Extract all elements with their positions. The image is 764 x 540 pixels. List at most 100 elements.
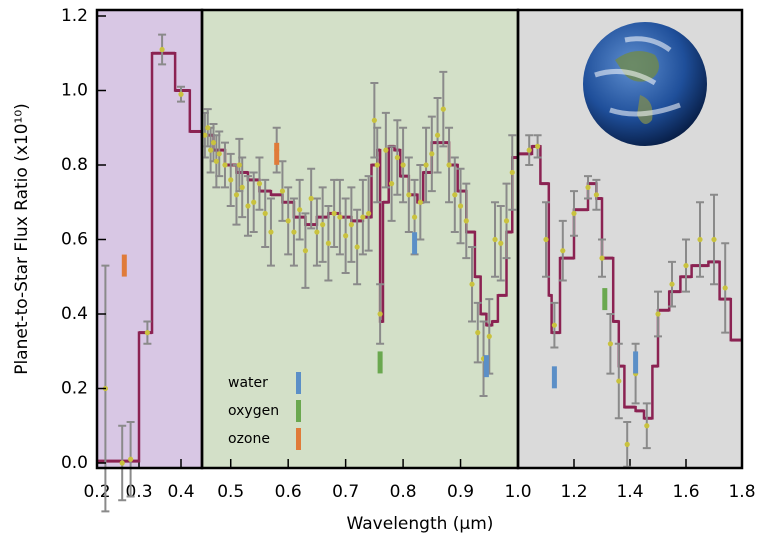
y-tick-label: 1.0: [61, 81, 88, 101]
data-point: [452, 192, 458, 198]
data-point: [337, 214, 343, 220]
y-tick-label: 0.0: [61, 453, 88, 473]
x-tick-label: 0.6: [275, 482, 302, 502]
data-point: [256, 181, 263, 187]
absorption-marker: [633, 351, 639, 374]
x-tick-label: 0.9: [447, 482, 474, 502]
data-point: [383, 147, 389, 153]
data-point: [285, 218, 291, 224]
data-point: [178, 91, 184, 97]
absorption-marker: [551, 366, 557, 389]
data-point: [128, 456, 134, 462]
data-point: [297, 207, 303, 213]
data-point: [308, 195, 314, 202]
data-point: [543, 236, 549, 243]
data-point: [251, 199, 257, 205]
data-point: [526, 147, 532, 153]
data-point: [366, 210, 372, 217]
data-point: [210, 140, 217, 146]
x-tick-label: 0.3: [125, 482, 152, 502]
absorption-marker: [412, 232, 418, 255]
legend-label: ozone: [228, 431, 270, 447]
data-point: [429, 151, 435, 157]
data-point: [208, 147, 214, 153]
x-tick-label: 1.6: [672, 482, 699, 502]
x-axis-label: Wavelength (μm): [347, 514, 494, 534]
data-point: [400, 162, 406, 168]
data-point: [159, 46, 165, 53]
data-point: [213, 158, 219, 164]
absorption-marker: [483, 355, 489, 378]
data-point: [389, 181, 395, 187]
data-point: [239, 184, 245, 190]
data-point: [377, 311, 383, 317]
data-point: [119, 460, 125, 466]
data-point: [593, 192, 600, 198]
data-point: [440, 106, 446, 112]
data-point: [144, 330, 150, 336]
data-point: [354, 244, 360, 250]
panel-background: [202, 10, 518, 468]
data-point: [503, 218, 510, 224]
absorption-marker: [377, 351, 383, 374]
absorption-marker: [602, 288, 608, 311]
x-tick-label: 0.4: [167, 482, 194, 502]
data-point: [411, 214, 418, 220]
data-point: [711, 236, 717, 243]
data-point: [669, 281, 675, 287]
y-tick-label: 0.2: [61, 379, 88, 399]
data-point: [599, 255, 605, 261]
absorption-marker: [274, 142, 280, 165]
legend-swatch: [296, 428, 301, 450]
y-axis-label: Planet-to-Star Flux Ratio (x10¹⁰): [12, 103, 32, 375]
data-point: [560, 248, 566, 254]
x-tick-label: 1.8: [728, 482, 755, 502]
data-point: [406, 192, 412, 198]
data-point: [279, 188, 286, 194]
data-point: [498, 240, 504, 246]
data-point: [585, 184, 591, 190]
data-point: [434, 132, 441, 138]
y-tick-label: 0.4: [61, 304, 88, 324]
legend-label: oxygen: [228, 403, 279, 419]
data-point: [492, 236, 498, 243]
legend-label: water: [228, 375, 268, 391]
data-point: [624, 441, 630, 447]
legend-swatch: [296, 372, 301, 394]
data-point: [360, 214, 366, 220]
data-point: [236, 162, 242, 168]
panel-frame: [516, 8, 744, 470]
data-point: [616, 378, 622, 384]
data-point: [475, 330, 481, 336]
data-point: [417, 199, 423, 205]
data-point: [268, 229, 274, 235]
data-point: [486, 333, 492, 339]
data-point: [371, 117, 377, 123]
data-point: [509, 169, 515, 176]
data-point: [228, 177, 234, 183]
x-tick-label: 0.2: [83, 482, 110, 502]
data-point: [423, 162, 429, 168]
data-point: [245, 203, 251, 209]
data-point: [262, 210, 268, 217]
data-point: [325, 240, 331, 246]
data-point: [607, 341, 614, 347]
earth-image: [583, 22, 707, 146]
data-point: [683, 262, 689, 269]
data-point: [551, 322, 558, 328]
x-tick-label: 0.8: [390, 482, 417, 502]
data-point: [697, 236, 703, 243]
x-tick-label: 0.7: [332, 482, 359, 502]
data-point: [463, 218, 469, 224]
marks: 0.2 0.3 0.4 0.5 0.6 0.7 0.8 0.9 1.0 water oxygen oz…: [61, 6, 756, 513]
data-point: [722, 285, 728, 291]
data-point: [291, 229, 297, 235]
data-point: [320, 222, 326, 228]
y-tick-label: 0.6: [61, 230, 88, 250]
data-point: [374, 162, 380, 168]
x-tick-label: 1.4: [616, 482, 643, 502]
data-point: [216, 151, 222, 157]
data-point: [233, 192, 240, 198]
y-tick-label: 0.8: [61, 155, 88, 175]
